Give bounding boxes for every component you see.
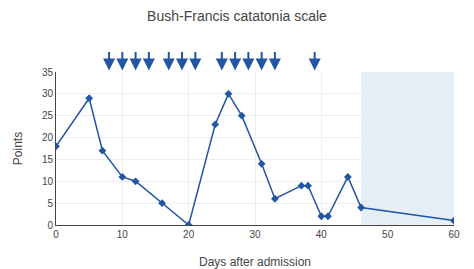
svg-text:5: 5	[47, 198, 53, 209]
svg-text:10: 10	[42, 176, 54, 187]
svg-text:Days after admission: Days after admission	[199, 255, 311, 269]
svg-text:Bush-Francis catatonia scale: Bush-Francis catatonia scale	[147, 8, 327, 24]
svg-text:25: 25	[42, 110, 54, 121]
svg-text:15: 15	[42, 154, 54, 165]
svg-text:0: 0	[53, 229, 59, 240]
svg-text:60: 60	[448, 229, 460, 240]
svg-text:20: 20	[42, 132, 54, 143]
svg-text:50: 50	[382, 229, 394, 240]
svg-text:20: 20	[183, 229, 195, 240]
svg-text:Points: Points	[11, 132, 25, 165]
svg-text:30: 30	[42, 88, 54, 99]
svg-text:40: 40	[316, 229, 328, 240]
svg-text:0: 0	[47, 220, 53, 231]
svg-text:35: 35	[42, 67, 54, 78]
svg-text:30: 30	[249, 229, 261, 240]
svg-text:10: 10	[117, 229, 129, 240]
